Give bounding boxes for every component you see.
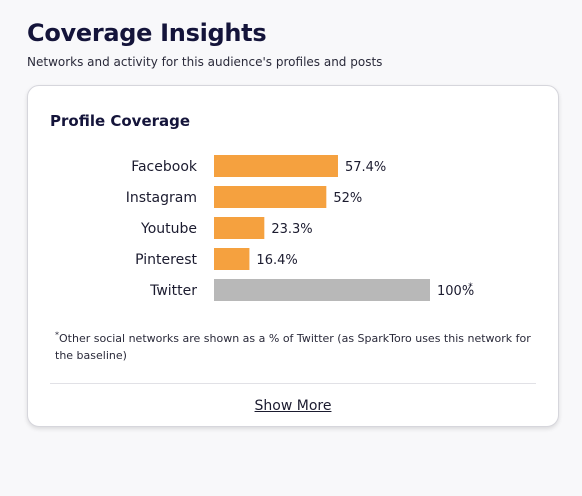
bar-pinterest [214,248,250,270]
category-label-facebook: Facebook [131,159,198,175]
value-label-facebook: 57.4% [345,160,386,175]
category-label-instagram: Instagram [126,190,197,206]
bar-twitter [214,279,430,301]
value-label-twitter: 100% [437,284,474,299]
value-label-youtube: 23.3% [271,222,312,237]
category-label-youtube: Youtube [140,221,197,237]
category-label-pinterest: Pinterest [135,252,197,268]
category-label-twitter: Twitter [149,283,197,299]
profile-coverage-card: Profile Coverage Facebook 57.4% Instagram 5… [27,85,559,427]
baseline-marker: * [468,282,473,292]
card-title: Profile Coverage [50,112,191,130]
bar-instagram [214,186,327,208]
page-subtitle: Networks and activity for this audience'… [27,55,383,69]
divider [50,383,536,384]
page-title: Coverage Insights [27,19,267,47]
show-more-button[interactable]: Show More [28,398,558,414]
profile-coverage-chart: Facebook 57.4% Instagram 52% Youtube 23.3% Pin… [126,155,474,301]
footnote-text: Other social networks are shown as a % o… [55,332,531,362]
value-label-instagram: 52% [333,191,362,206]
bar-facebook [214,155,338,177]
footnote-marker: * [55,330,59,340]
footnote: *Other social networks are shown as a % … [55,330,539,364]
value-label-pinterest: 16.4% [256,253,297,268]
bar-youtube [214,217,265,239]
